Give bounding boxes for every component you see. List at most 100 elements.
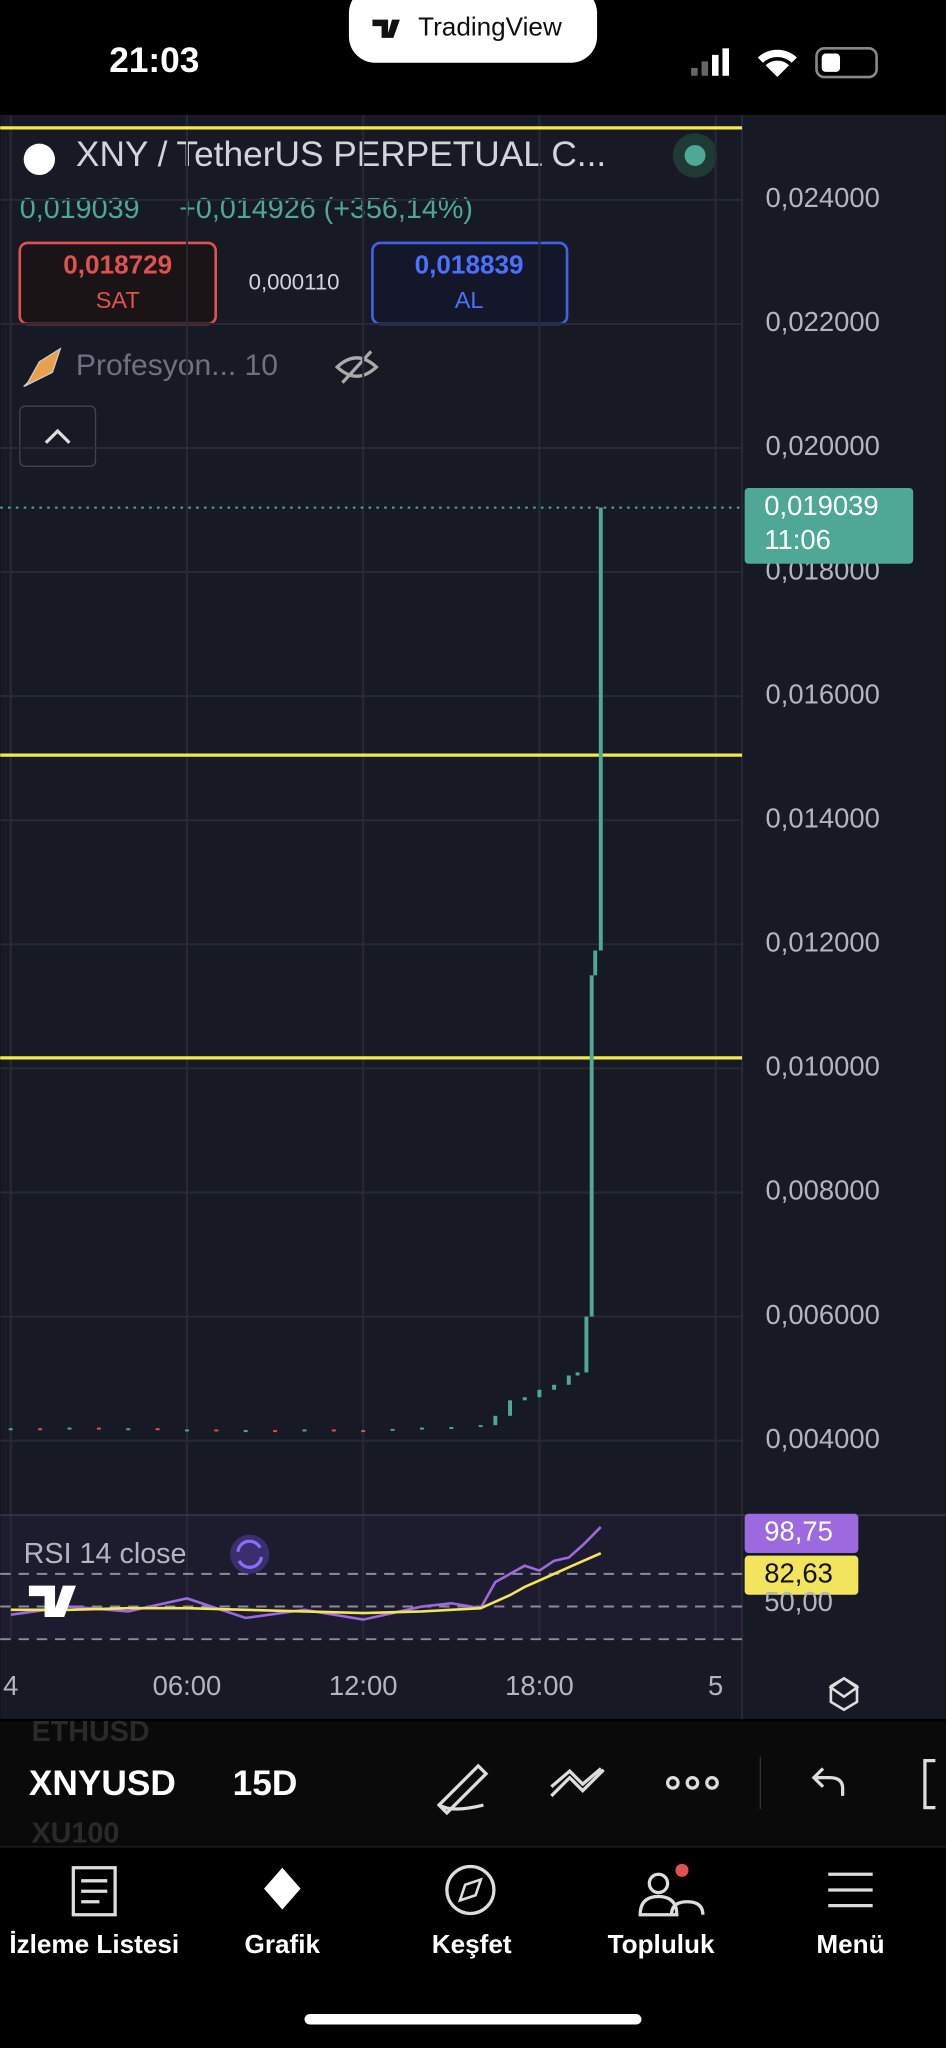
x-tick-label: 18:00 (505, 1670, 574, 1701)
candle (273, 1430, 278, 1433)
candle (508, 1400, 513, 1416)
symbol[interactable]: XNY / TetherUS PERPETUAL C... (76, 135, 606, 174)
candle (96, 1427, 101, 1430)
compass (457, 1877, 483, 1903)
nav-item[interactable]: Grafik (245, 1929, 321, 1959)
candle (552, 1384, 557, 1390)
battery-level (821, 53, 841, 72)
candle (589, 975, 594, 1317)
candle (537, 1389, 542, 1398)
explore-icon[interactable] (445, 1864, 496, 1916)
app-name: TradingView (418, 12, 562, 42)
rsi-tag (744, 1555, 859, 1595)
fullscreen[interactable] (923, 1759, 936, 1810)
interval[interactable]: 15D (233, 1764, 298, 1803)
candle (126, 1428, 131, 1431)
refresh-icon (236, 1539, 264, 1569)
rsi-tag (744, 1513, 859, 1553)
x-tick-label: 5 (708, 1670, 723, 1701)
toolbar (0, 1721, 946, 1847)
nav-item[interactable]: Menü (816, 1929, 884, 1959)
y-tick-label: 0,022000 (766, 306, 880, 337)
signal (691, 48, 729, 76)
nav-item[interactable]: İzleme Listesi (9, 1929, 179, 1959)
battery (815, 47, 878, 79)
change: +0,014926 (+356,14%) (179, 193, 473, 225)
watchlist-icon[interactable] (71, 1866, 117, 1917)
chart-background (0, 114, 946, 1719)
indicator[interactable]: Profesyon... 10 (76, 349, 278, 382)
community-head (647, 1872, 670, 1895)
candle (522, 1397, 527, 1401)
spread: 0,000110 (249, 269, 340, 294)
chart-icon[interactable] (264, 1867, 301, 1910)
candle (243, 1430, 248, 1433)
sell-label: SAT (96, 287, 140, 313)
countdown: 11:06 (764, 524, 831, 555)
candle (302, 1429, 307, 1432)
ghost-symbol: ETHUSD (32, 1716, 150, 1748)
rsi-tick-label: 98,75 (764, 1516, 833, 1547)
rsi-tick-label: 82,63 (764, 1557, 833, 1588)
candle (449, 1426, 454, 1429)
y-tick-label: 0,016000 (766, 678, 880, 709)
tv-logo (372, 19, 400, 38)
candle (67, 1427, 72, 1430)
candle (478, 1425, 483, 1428)
rsi-label: RSI 14 close (24, 1538, 187, 1570)
undo[interactable] (811, 1767, 845, 1796)
plot: 0,004000 0,006000 0,008000 0,010000 0,012000… (0, 114, 946, 1719)
y-tick-label: 0,004000 (766, 1423, 880, 1454)
candle (214, 1429, 219, 1432)
x-tick-label: 12:00 (329, 1670, 398, 1701)
home-indicator (304, 2014, 642, 2025)
candle (390, 1428, 395, 1431)
candle (598, 507, 603, 951)
y-tick-label: 0,006000 (766, 1299, 880, 1330)
last-price-label: 0,019039 (764, 490, 878, 521)
community-icon[interactable] (638, 1894, 705, 1917)
collapse-button[interactable] (19, 405, 97, 467)
rsi-pane (0, 1515, 743, 1640)
indicator-tool[interactable] (550, 1767, 605, 1798)
symbol-icon (23, 143, 56, 176)
app-pill (348, 0, 598, 63)
tv-watermark (28, 1585, 76, 1617)
settings-icon[interactable] (828, 1676, 860, 1712)
y-tick-label: 0,024000 (766, 182, 880, 213)
candle (8, 1428, 13, 1431)
draw-tool[interactable] (436, 1763, 489, 1816)
buy-price: 0,018839 (415, 249, 524, 279)
market-dot (684, 144, 706, 166)
candle (38, 1428, 43, 1431)
candle (593, 950, 598, 976)
candle (584, 1316, 589, 1373)
hide-icon[interactable] (334, 350, 379, 384)
y-tick-label: 0,020000 (766, 430, 880, 461)
candle (575, 1372, 580, 1376)
nav-item[interactable]: Topluluk (608, 1929, 715, 1959)
sell-price: 0,018729 (63, 249, 172, 279)
x-tick-label: 4 (3, 1670, 18, 1701)
y-tick-label: 0,008000 (766, 1175, 880, 1206)
rsi-tick-label: 50,00 (764, 1586, 833, 1617)
y-tick-label: 0,010000 (766, 1051, 880, 1082)
y-tick-label: 0,012000 (766, 927, 880, 958)
candle (331, 1429, 336, 1432)
price: 0,019039 (20, 193, 140, 225)
candle (361, 1430, 366, 1433)
candle (185, 1429, 189, 1432)
candle (419, 1427, 424, 1430)
clock: 21:03 (109, 41, 199, 80)
buy-label: AL (455, 287, 484, 313)
candle (155, 1428, 160, 1431)
wifi (757, 49, 797, 78)
candle (493, 1415, 498, 1426)
rocket-icon (23, 347, 62, 388)
more[interactable] (665, 1775, 719, 1790)
nav-item[interactable]: Keşfet (432, 1929, 512, 1959)
notification-dot (675, 1863, 689, 1877)
menu-icon[interactable] (828, 1872, 873, 1908)
toolbar-symbol[interactable]: XNYUSD (29, 1764, 176, 1803)
